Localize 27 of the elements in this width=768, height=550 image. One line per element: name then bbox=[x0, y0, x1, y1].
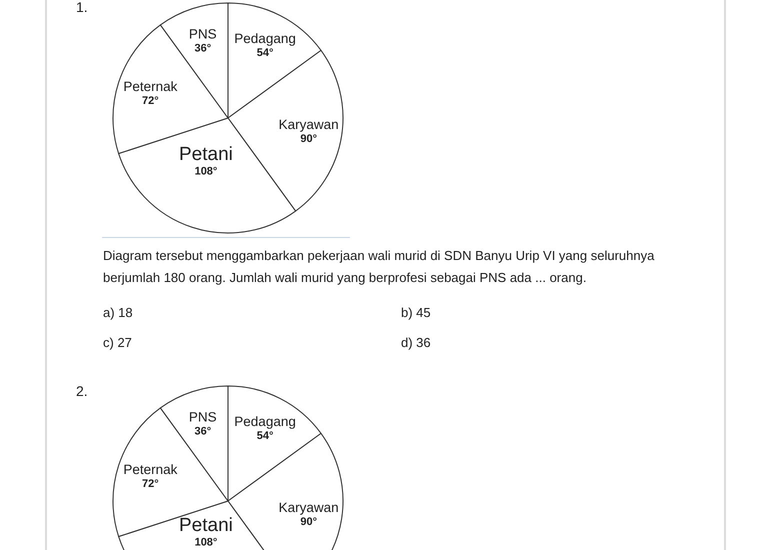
slice-label: Pedagang bbox=[234, 414, 296, 430]
slice-label: Peternak bbox=[123, 78, 178, 94]
slice-label: PNS bbox=[188, 26, 217, 42]
slice-label: PNS bbox=[188, 409, 217, 424]
data-label: 90° bbox=[300, 132, 317, 145]
slice-label: Petani bbox=[179, 515, 233, 536]
text: 1. bbox=[76, 0, 88, 17]
text: Diagram tersebut menggambarkan pekerjaan wali murid di SDN Banyu Urip VI yang seluruhnya berjumlah 180 orang. Jumlah wali murid yang berprofesi sebagai PNS ada ... orang. bbox=[103, 247, 656, 287]
data-label: 36° bbox=[194, 425, 212, 438]
data-label: 108° bbox=[194, 165, 218, 178]
data-label: 54° bbox=[256, 430, 274, 442]
slice-label: Karyawan bbox=[278, 500, 339, 515]
slice-label: Karyawan bbox=[278, 116, 339, 132]
data-label: 72° bbox=[142, 478, 159, 490]
text: c) 27 bbox=[103, 334, 132, 352]
text: 2. bbox=[76, 382, 88, 401]
slice-label: Petani bbox=[179, 144, 233, 165]
text: a) 18 bbox=[103, 304, 133, 322]
data-label: 36° bbox=[194, 42, 212, 54]
text: d) 36 bbox=[401, 334, 431, 352]
slice-label: Peternak bbox=[123, 462, 178, 477]
slice-label: Pedagang bbox=[234, 31, 296, 46]
data-label: 90° bbox=[300, 516, 317, 528]
text: b) 45 bbox=[401, 304, 431, 322]
data-label: 54° bbox=[256, 47, 274, 60]
data-label: 72° bbox=[142, 94, 159, 107]
data-label: 108° bbox=[194, 536, 218, 548]
